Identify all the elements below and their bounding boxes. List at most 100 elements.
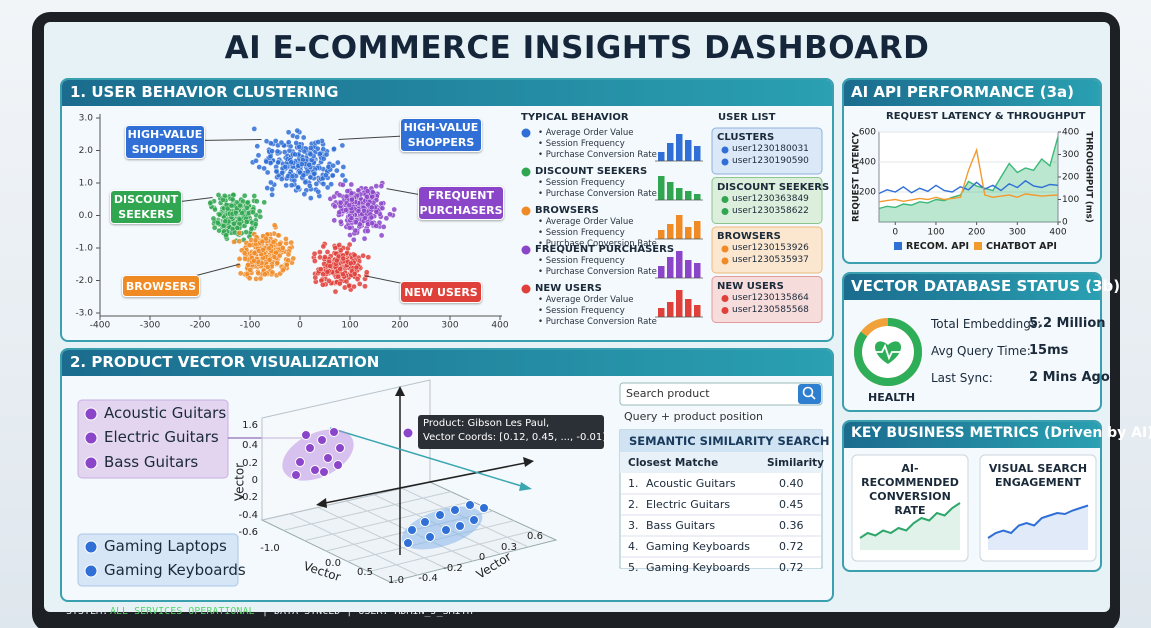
cluster-point xyxy=(337,247,344,254)
cluster-point xyxy=(261,199,268,206)
dashboard-title: AI E-COMMERCE INSIGHTS DASHBOARD xyxy=(224,30,930,66)
cluster-point xyxy=(329,172,336,179)
cluster-point xyxy=(269,148,275,154)
behavior-bullet: • Average Order Value xyxy=(538,128,634,138)
cluster-point xyxy=(251,193,258,199)
cluster-point xyxy=(340,164,347,170)
panel-title: VECTOR DATABASE STATUS (3b) xyxy=(851,277,1121,295)
x-tick-label: -200 xyxy=(190,321,211,331)
legend-item: Bass Guitars xyxy=(104,453,199,471)
cluster-label: NEW USERS xyxy=(400,281,482,303)
legend-item: Electric Guitars xyxy=(104,428,219,446)
legend-label: CHATBOT API xyxy=(986,241,1057,252)
axis-line xyxy=(329,427,529,489)
cluster-point xyxy=(239,210,245,216)
cluster-point xyxy=(320,243,327,250)
cluster-point xyxy=(266,245,272,252)
cluster-point xyxy=(274,260,281,266)
sparkline-area xyxy=(988,505,1088,550)
cluster-point xyxy=(237,202,243,209)
cluster-point xyxy=(306,161,312,168)
behavior-dot xyxy=(521,128,531,138)
cluster-point xyxy=(340,271,346,278)
cluster-point xyxy=(354,276,361,282)
cluster-point xyxy=(348,181,355,188)
cluster-point xyxy=(356,281,363,287)
x-tick-label: -300 xyxy=(140,321,161,331)
metric-card xyxy=(851,454,969,562)
cluster-point xyxy=(308,145,314,151)
z-tick-label: 0.6 xyxy=(527,531,543,542)
user-id: user1230190590 xyxy=(732,156,809,166)
x-tick-label: 0 xyxy=(297,321,303,331)
product-point xyxy=(465,500,475,510)
cluster-point xyxy=(373,209,380,215)
z-tick-label: -0.2 xyxy=(443,563,463,574)
cluster-point xyxy=(282,163,289,170)
behavior-bullet: • Purchase Conversion Rate xyxy=(538,267,657,277)
cluster-point xyxy=(320,155,327,162)
cluster-point xyxy=(369,189,376,195)
cluster-point xyxy=(285,251,292,258)
product-point xyxy=(291,470,301,480)
cluster-point xyxy=(261,165,267,172)
row-name: Acoustic Guitars xyxy=(646,477,736,490)
mini-bar xyxy=(694,146,701,161)
cluster-point xyxy=(274,148,281,155)
behavior-bullet: • Purchase Conversion Rate xyxy=(538,239,657,249)
y-tick-label: 400 xyxy=(859,158,876,168)
cluster-point xyxy=(339,172,346,179)
cluster-point xyxy=(327,263,333,269)
z-tick-label: 0 xyxy=(479,552,485,563)
cluster-point xyxy=(360,252,366,259)
row-similarity: 0.45 xyxy=(779,498,804,511)
cluster-point xyxy=(216,227,222,234)
cluster-point xyxy=(285,129,292,136)
product-point xyxy=(420,517,430,527)
cluster-point xyxy=(334,167,340,174)
cluster-point xyxy=(307,174,314,181)
cluster-point xyxy=(248,226,255,232)
cluster-point xyxy=(236,238,243,245)
cluster-point xyxy=(311,250,318,257)
legend-box xyxy=(77,533,239,587)
legend-swatch xyxy=(974,242,982,250)
mini-bar xyxy=(667,302,674,317)
x-tick-label: 300 xyxy=(1009,228,1026,238)
arrow-head xyxy=(316,498,327,508)
cluster-point xyxy=(313,181,320,187)
panel-header xyxy=(844,422,1100,448)
chart-title: REQUEST LATENCY & THROUGHPUT xyxy=(886,111,1086,122)
behavior-bullet: • Session Frequency xyxy=(538,228,625,238)
cluster-point xyxy=(353,264,360,271)
y-tick-label: 0.4 xyxy=(242,440,258,451)
cluster xyxy=(207,192,268,244)
product-point xyxy=(441,525,451,535)
x-tick-label: 1.0 xyxy=(388,575,404,586)
cluster-point xyxy=(246,275,253,282)
cluster-point xyxy=(211,224,218,231)
cluster-point xyxy=(277,241,283,247)
status-label: SYSTEM: xyxy=(66,606,109,617)
cluster-point xyxy=(236,216,243,223)
user-icon xyxy=(721,245,729,253)
column-header: Closest Matche xyxy=(628,457,719,469)
cluster-point xyxy=(312,258,318,264)
panel-title: 1. USER BEHAVIOR CLUSTERING xyxy=(70,83,339,101)
user-group-box xyxy=(711,276,823,323)
cluster-point xyxy=(362,283,368,290)
cluster-point xyxy=(340,182,346,188)
plot-area xyxy=(878,131,1059,223)
cluster-label: FREQUENT PURCHASERS xyxy=(418,186,504,220)
cluster xyxy=(249,126,349,201)
row-rank: 1. xyxy=(628,477,639,490)
user-id: user1230135864 xyxy=(732,292,809,303)
cluster-point xyxy=(243,229,249,235)
cluster-point xyxy=(252,237,259,244)
gauge-value xyxy=(854,318,922,386)
cluster-point xyxy=(278,176,285,182)
mini-bar xyxy=(658,176,665,200)
cluster-point xyxy=(326,278,332,284)
cluster-point xyxy=(269,269,276,276)
